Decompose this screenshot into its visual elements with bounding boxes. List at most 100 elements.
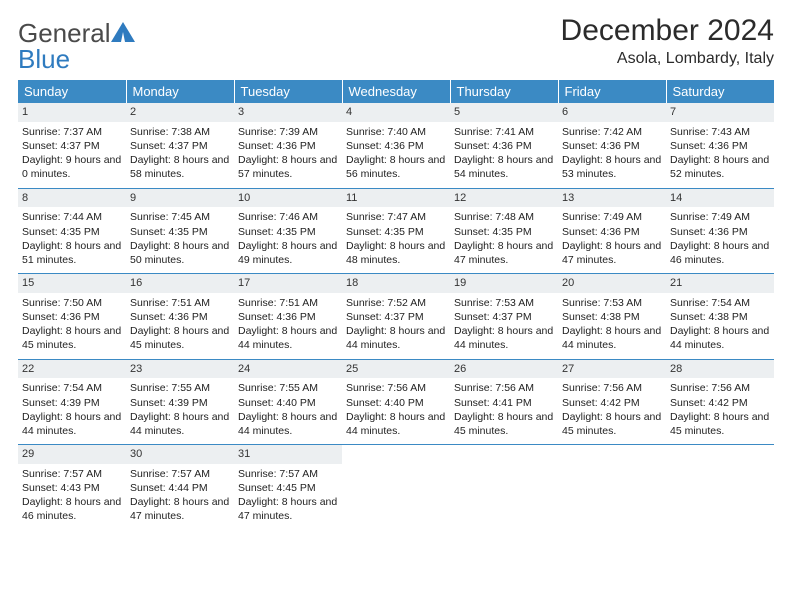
sunset-line: Sunset: 4:36 PM (562, 139, 662, 153)
calendar-day-cell: 31Sunrise: 7:57 AMSunset: 4:45 PMDayligh… (234, 445, 342, 530)
weekday-header: Friday (558, 80, 666, 103)
weekday-header: Monday (126, 80, 234, 103)
day-number: 3 (234, 103, 342, 122)
sunset-line: Sunset: 4:36 PM (238, 139, 338, 153)
day-number: 27 (558, 360, 666, 379)
daylight-line: Daylight: 8 hours and 51 minutes. (22, 239, 122, 267)
daylight-line: Daylight: 8 hours and 46 minutes. (22, 495, 122, 523)
calendar-day-cell: 14Sunrise: 7:49 AMSunset: 4:36 PMDayligh… (666, 188, 774, 274)
daylight-line: Daylight: 8 hours and 44 minutes. (346, 324, 446, 352)
sunrise-line: Sunrise: 7:57 AM (238, 467, 338, 481)
daylight-line: Daylight: 8 hours and 47 minutes. (130, 495, 230, 523)
day-number: 29 (18, 445, 126, 464)
sunrise-line: Sunrise: 7:49 AM (562, 210, 662, 224)
sunset-line: Sunset: 4:36 PM (670, 139, 770, 153)
sunrise-line: Sunrise: 7:42 AM (562, 125, 662, 139)
day-number: 31 (234, 445, 342, 464)
daylight-line: Daylight: 8 hours and 44 minutes. (238, 410, 338, 438)
calendar-day-cell: 20Sunrise: 7:53 AMSunset: 4:38 PMDayligh… (558, 274, 666, 360)
day-number: 28 (666, 360, 774, 379)
calendar-week-row: 15Sunrise: 7:50 AMSunset: 4:36 PMDayligh… (18, 274, 774, 360)
sunset-line: Sunset: 4:39 PM (130, 396, 230, 410)
sunrise-line: Sunrise: 7:51 AM (130, 296, 230, 310)
daylight-line: Daylight: 8 hours and 44 minutes. (238, 324, 338, 352)
calendar-day-cell: 7Sunrise: 7:43 AMSunset: 4:36 PMDaylight… (666, 103, 774, 188)
sunrise-line: Sunrise: 7:52 AM (346, 296, 446, 310)
calendar-day-cell: 29Sunrise: 7:57 AMSunset: 4:43 PMDayligh… (18, 445, 126, 530)
sunset-line: Sunset: 4:40 PM (346, 396, 446, 410)
calendar-day-cell: 16Sunrise: 7:51 AMSunset: 4:36 PMDayligh… (126, 274, 234, 360)
sunrise-line: Sunrise: 7:54 AM (22, 381, 122, 395)
day-number: 30 (126, 445, 234, 464)
sunset-line: Sunset: 4:37 PM (346, 310, 446, 324)
day-number: 17 (234, 274, 342, 293)
sunset-line: Sunset: 4:35 PM (238, 225, 338, 239)
calendar-day-cell: 1Sunrise: 7:37 AMSunset: 4:37 PMDaylight… (18, 103, 126, 188)
calendar-day-cell: 26Sunrise: 7:56 AMSunset: 4:41 PMDayligh… (450, 359, 558, 445)
calendar-empty-cell (558, 445, 666, 530)
day-number: 14 (666, 189, 774, 208)
month-title: December 2024 (561, 14, 774, 48)
sunrise-line: Sunrise: 7:46 AM (238, 210, 338, 224)
calendar-empty-cell (342, 445, 450, 530)
calendar-day-cell: 17Sunrise: 7:51 AMSunset: 4:36 PMDayligh… (234, 274, 342, 360)
brand-part2: Blue (18, 44, 70, 74)
sunrise-line: Sunrise: 7:44 AM (22, 210, 122, 224)
day-number: 18 (342, 274, 450, 293)
daylight-line: Daylight: 8 hours and 44 minutes. (562, 324, 662, 352)
sunrise-line: Sunrise: 7:37 AM (22, 125, 122, 139)
daylight-line: Daylight: 8 hours and 57 minutes. (238, 153, 338, 181)
calendar-empty-cell (666, 445, 774, 530)
sunset-line: Sunset: 4:39 PM (22, 396, 122, 410)
day-number: 23 (126, 360, 234, 379)
daylight-line: Daylight: 8 hours and 44 minutes. (346, 410, 446, 438)
calendar-day-cell: 21 Sunrise: 7:54 AMSunset: 4:38 PMDayligh… (666, 274, 774, 360)
sunset-line: Sunset: 4:35 PM (454, 225, 554, 239)
sunset-line: Sunset: 4:36 PM (130, 310, 230, 324)
brand-text: GeneralBlue (18, 20, 135, 72)
weekday-header: Saturday (666, 80, 774, 103)
sunrise-line: Sunrise: 7:39 AM (238, 125, 338, 139)
sunset-line: Sunset: 4:35 PM (130, 225, 230, 239)
calendar-day-cell: 9Sunrise: 7:45 AMSunset: 4:35 PMDaylight… (126, 188, 234, 274)
sunset-line: Sunset: 4:36 PM (454, 139, 554, 153)
sunrise-line: Sunrise: 7:53 AM (454, 296, 554, 310)
day-number: 25 (342, 360, 450, 379)
day-number: 26 (450, 360, 558, 379)
day-number: 4 (342, 103, 450, 122)
daylight-line: Daylight: 8 hours and 44 minutes. (670, 324, 770, 352)
sunrise-line: Sunrise: 7:51 AM (238, 296, 338, 310)
day-number: 24 (234, 360, 342, 379)
sunrise-line: Sunrise: 7:53 AM (562, 296, 662, 310)
day-number: 6 (558, 103, 666, 122)
calendar-day-cell: 19Sunrise: 7:53 AMSunset: 4:37 PMDayligh… (450, 274, 558, 360)
daylight-line: Daylight: 8 hours and 54 minutes. (454, 153, 554, 181)
day-number: 21 (666, 274, 774, 293)
sunrise-line: Sunrise: 7:57 AM (22, 467, 122, 481)
sunrise-line: Sunrise: 7:56 AM (670, 381, 770, 395)
sunset-line: Sunset: 4:40 PM (238, 396, 338, 410)
daylight-line: Daylight: 8 hours and 45 minutes. (454, 410, 554, 438)
calendar-day-cell: 8Sunrise: 7:44 AMSunset: 4:35 PMDaylight… (18, 188, 126, 274)
calendar-day-cell: 15Sunrise: 7:50 AMSunset: 4:36 PMDayligh… (18, 274, 126, 360)
calendar-day-cell: 23Sunrise: 7:55 AMSunset: 4:39 PMDayligh… (126, 359, 234, 445)
sunset-line: Sunset: 4:42 PM (670, 396, 770, 410)
sunset-line: Sunset: 4:38 PM (670, 310, 770, 324)
daylight-line: Daylight: 8 hours and 45 minutes. (562, 410, 662, 438)
day-number: 11 (342, 189, 450, 208)
calendar-day-cell: 25Sunrise: 7:56 AMSunset: 4:40 PMDayligh… (342, 359, 450, 445)
calendar-day-cell: 28 Sunrise: 7:56 AMSunset: 4:42 PMDayligh… (666, 359, 774, 445)
weekday-header: Wednesday (342, 80, 450, 103)
calendar-table: SundayMondayTuesdayWednesdayThursdayFrid… (18, 80, 774, 530)
sunrise-line: Sunrise: 7:40 AM (346, 125, 446, 139)
sunrise-line: Sunrise: 7:45 AM (130, 210, 230, 224)
day-number: 19 (450, 274, 558, 293)
weekday-header: Thursday (450, 80, 558, 103)
daylight-line: Daylight: 8 hours and 45 minutes. (670, 410, 770, 438)
sunrise-line: Sunrise: 7:54 AM (670, 296, 770, 310)
sunrise-line: Sunrise: 7:55 AM (238, 381, 338, 395)
sunset-line: Sunset: 4:37 PM (22, 139, 122, 153)
daylight-line: Daylight: 8 hours and 52 minutes. (670, 153, 770, 181)
weekday-header: Sunday (18, 80, 126, 103)
sunrise-line: Sunrise: 7:41 AM (454, 125, 554, 139)
